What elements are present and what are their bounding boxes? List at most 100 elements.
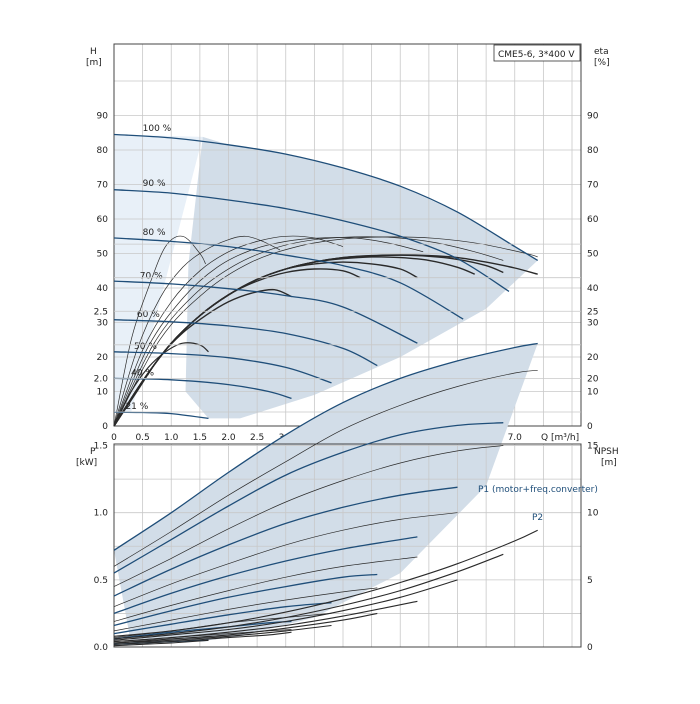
efficiency-curve <box>113 288 292 427</box>
power-operating-region <box>114 343 538 645</box>
head-y-tick-label: 20 <box>97 353 109 363</box>
head-y-tick-label: 50 <box>97 250 109 260</box>
eta-y-tick-label: 40 <box>587 284 599 294</box>
npsh-curve <box>113 529 538 637</box>
speed-curve-label: 70 % <box>140 271 163 281</box>
speed-curve-label: 50 % <box>134 342 157 352</box>
thin-efficiency-curve <box>113 236 538 427</box>
speed-curve <box>113 319 378 367</box>
head-axis-label: H <box>90 47 97 57</box>
p2-power-curve <box>113 587 378 632</box>
speed-curve <box>113 351 332 384</box>
flow-x-tick-label: 1.5 <box>193 433 207 443</box>
flow-x-tick-label: 2.0 <box>221 433 236 443</box>
npsh-y-tick-label: 5 <box>587 576 593 586</box>
efficiency-curve <box>113 254 538 427</box>
eta-y-tick-label: 90 <box>587 112 599 122</box>
npsh-y-tick-label: 15 <box>587 442 598 452</box>
head-y-tick-label: 0 <box>102 422 108 432</box>
thin-efficiency-curve <box>113 237 424 427</box>
head-y-tick-label: 70 <box>97 181 109 191</box>
npsh-y-tick-label: 20 <box>587 374 599 384</box>
npsh-y-tick-label: 0 <box>587 643 593 653</box>
p1-power-curve <box>113 536 418 615</box>
head-operating-region-light <box>114 134 203 413</box>
speed-curve <box>113 280 418 344</box>
flow-axis-label: Q [m³/h] <box>541 433 579 443</box>
speed-curve <box>113 189 510 292</box>
thin-efficiency-curve <box>113 235 281 427</box>
head-y-tick-label: 40 <box>97 284 109 294</box>
npsh-curve <box>113 624 332 644</box>
head-axis-unit: [m] <box>86 58 102 68</box>
eta-axis-label: eta <box>594 47 609 57</box>
flow-x-tick-label: 1.0 <box>164 433 179 443</box>
speed-curve-label: 40 % <box>131 369 154 379</box>
p1-power-curve <box>113 573 378 627</box>
p1-power-curve <box>113 602 332 635</box>
head-y-tick-label: 30 <box>97 319 109 329</box>
eta-y-tick-label: 0 <box>587 422 593 432</box>
speed-curve-label: 80 % <box>143 228 166 238</box>
p2-power-curve <box>113 445 504 587</box>
speed-curve <box>113 237 464 320</box>
head-y-tick-label: 90 <box>97 112 109 122</box>
power-y-tick-label: 2.5 <box>94 307 108 317</box>
npsh-curve <box>113 631 292 645</box>
p1-series-label: P1 (motor+freq.converter) <box>478 485 598 495</box>
power-y-tick-label: 2.0 <box>94 374 109 384</box>
speed-curve <box>113 377 292 400</box>
eta-y-tick-label: 10 <box>587 388 599 398</box>
p2-power-curve <box>113 556 418 622</box>
p1-power-curve <box>113 422 504 574</box>
flow-x-tick-label: 2.5 <box>250 433 264 443</box>
power-axis-label: P <box>90 447 96 457</box>
npsh-axis-label: NPSH <box>594 447 619 457</box>
power-y-tick-label: 0.5 <box>94 576 108 586</box>
npsh-axis-unit: [m] <box>601 458 617 468</box>
p2-power-curve <box>113 369 538 567</box>
p2-power-curve <box>113 512 458 608</box>
eta-y-tick-label: 80 <box>587 146 599 156</box>
eta-y-tick-label: 70 <box>587 181 599 191</box>
thin-efficiency-curve <box>113 236 504 427</box>
speed-curve-label: 90 % <box>143 179 166 189</box>
power-axis-unit: [kW] <box>76 458 97 468</box>
power-y-tick-label: 1.0 <box>94 509 109 519</box>
head-y-tick-label: 80 <box>97 146 109 156</box>
eta-y-tick-label: 30 <box>587 319 599 329</box>
head-y-tick-label: 60 <box>97 215 109 225</box>
power-panel: 0.0 0.5 1.0 1.5 2.0 2.5 0 5 10 15 20 25 <box>94 243 599 653</box>
eta-y-tick-label: 20 <box>587 353 599 363</box>
flow-x-tick-label: 0.5 <box>135 433 149 443</box>
p1-power-curve <box>113 342 538 551</box>
speed-curve-label: 21 % <box>125 402 148 412</box>
power-y-tick-label: 0.0 <box>94 643 109 653</box>
npsh-curve <box>113 579 458 641</box>
power-plot-frame <box>113 443 582 648</box>
flow-x-tick-label: 7.0 <box>508 433 523 443</box>
npsh-curve <box>113 612 378 644</box>
eta-y-tick-label: 60 <box>587 215 599 225</box>
chart-title: CME5-6, 3*400 V <box>498 50 575 60</box>
eta-axis-unit: [%] <box>594 58 610 68</box>
p2-series-label: P2 <box>532 513 543 523</box>
speed-curve <box>113 411 209 420</box>
speed-curve <box>113 133 539 261</box>
title-box <box>493 44 581 62</box>
npsh-curve <box>113 639 209 647</box>
npsh-y-tick-label: 25 <box>587 307 598 317</box>
power-y-tick-label: 1.5 <box>94 442 108 452</box>
p1-power-curve <box>113 486 458 597</box>
eta-y-tick-label: 50 <box>587 250 599 260</box>
npsh-curve <box>113 600 418 643</box>
npsh-y-tick-label: 10 <box>587 509 599 519</box>
head-y-tick-label: 10 <box>97 388 109 398</box>
speed-curve-label: 100 % <box>143 124 172 134</box>
npsh-curve <box>113 553 504 640</box>
flow-x-tick-label: 0 <box>111 433 117 443</box>
speed-curve-label: 60 % <box>137 310 160 320</box>
